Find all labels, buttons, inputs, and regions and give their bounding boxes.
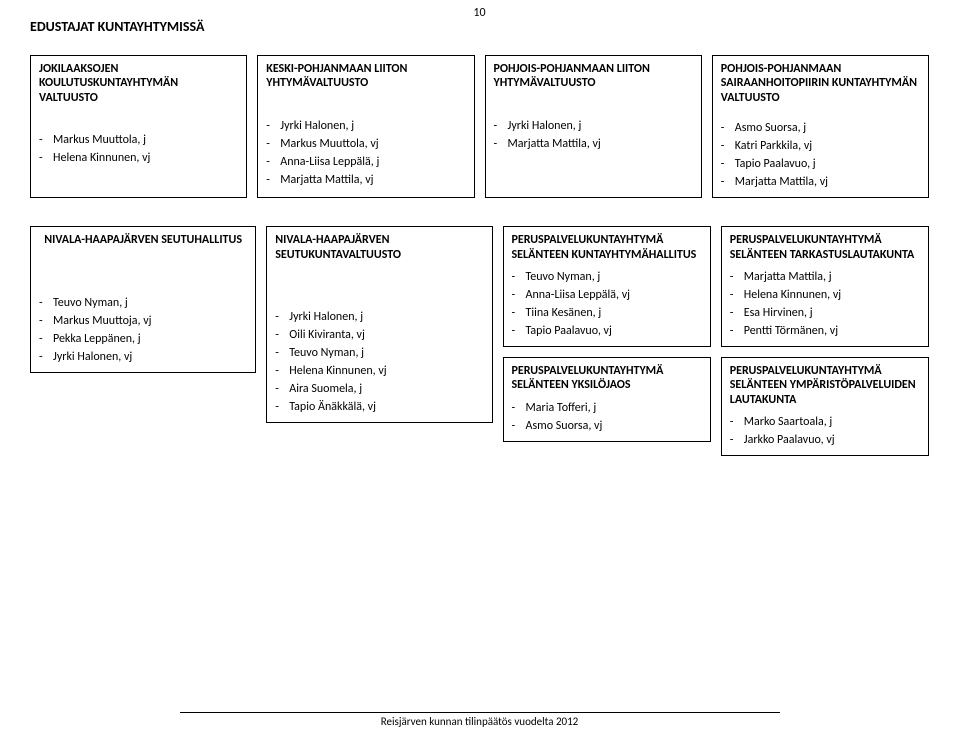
row1-cell-3: POHJOIS-POHJANMAAN SAIRAANHOITOPIIRIN KU… [712, 55, 929, 198]
list-item: -Pentti Törmänen, vj [730, 322, 920, 340]
list-item: -Helena Kinnunen, vj [275, 362, 483, 380]
list-item: -Teuvo Nyman, j [275, 344, 483, 362]
list-item: -Anna-Liisa Leppälä, vj [512, 286, 702, 304]
cell-list: -Jyrki Halonen, j -Oili Kiviranta, vj -T… [275, 308, 483, 416]
row2: NIVALA-HAAPAJÄRVEN SEUTUHALLITUS -Teuvo … [30, 226, 929, 456]
cell-header: PERUSPALVELUKUNTAYHTYMÄ SELÄNTEEN YKSILÖ… [512, 364, 702, 393]
row2-col3-top: PERUSPALVELUKUNTAYHTYMÄ SELÄNTEEN KUNTAY… [503, 226, 711, 347]
list-item: -Tapio Änäkkälä, vj [275, 398, 483, 416]
cell-header: NIVALA-HAAPAJÄRVEN SEUTUKUNTAVALTUUSTO [275, 233, 483, 262]
list-item: -Jyrki Halonen, j [275, 308, 483, 326]
list-item: -Jyrki Halonen, j [266, 117, 465, 135]
row2-col2: NIVALA-HAAPAJÄRVEN SEUTUKUNTAVALTUUSTO -… [266, 226, 492, 423]
cell-list: -Asmo Suorsa, j -Katri Parkkila, vj -Tap… [721, 119, 920, 191]
list-item: -Jyrki Halonen, vj [39, 348, 247, 366]
section-title: EDUSTAJAT KUNTAYHTYMISSÄ [30, 18, 929, 35]
row2-col4-bot: PERUSPALVELUKUNTAYHTYMÄ SELÄNTEEN YMPÄRI… [721, 357, 929, 456]
cell-list: -Markus Muuttola, j -Helena Kinnunen, vj [39, 131, 238, 167]
cell-list: -Teuvo Nyman, j -Markus Muuttoja, vj -Pe… [39, 294, 247, 366]
cell-list: -Teuvo Nyman, j -Anna-Liisa Leppälä, vj … [512, 268, 702, 340]
cell-header: PERUSPALVELUKUNTAYHTYMÄ SELÄNTEEN YMPÄRI… [730, 364, 920, 407]
row2-col3-bot: PERUSPALVELUKUNTAYHTYMÄ SELÄNTEEN YKSILÖ… [503, 357, 711, 442]
list-item: -Markus Muuttoja, vj [39, 312, 247, 330]
list-item: -Aira Suomela, j [275, 380, 483, 398]
cell-header: NIVALA-HAAPAJÄRVEN SEUTUHALLITUS [39, 233, 247, 247]
row1: JOKILAAKSOJEN KOULUTUSKUNTAYHTYMÄN VALTU… [30, 55, 929, 198]
row1-cell-2: POHJOIS-POHJANMAAN LIITON YHTYMÄVALTUUST… [485, 55, 702, 198]
row2-col3: PERUSPALVELUKUNTAYHTYMÄ SELÄNTEEN KUNTAY… [503, 226, 711, 442]
cell-header: JOKILAAKSOJEN KOULUTUSKUNTAYHTYMÄN VALTU… [39, 62, 238, 105]
row2-col1: NIVALA-HAAPAJÄRVEN SEUTUHALLITUS -Teuvo … [30, 226, 256, 372]
list-item: -Tapio Paalavuo, vj [512, 322, 702, 340]
list-item: -Anna-Liisa Leppälä, j [266, 153, 465, 171]
cell-header: KESKI-POHJANMAAN LIITON YHTYMÄVALTUUSTO [266, 62, 465, 91]
list-item: -Marjatta Mattila, j [730, 268, 920, 286]
cell-list: -Marko Saartoala, j -Jarkko Paalavuo, vj [730, 413, 920, 449]
row2-col4: PERUSPALVELUKUNTAYHTYMÄ SELÄNTEEN TARKAS… [721, 226, 929, 456]
list-item: -Tapio Paalavuo, j [721, 155, 920, 173]
cell-header: PERUSPALVELUKUNTAYHTYMÄ SELÄNTEEN TARKAS… [730, 233, 920, 262]
list-item: -Pekka Leppänen, j [39, 330, 247, 348]
list-item: -Esa Hirvinen, j [730, 304, 920, 322]
list-item: -Asmo Suorsa, vj [512, 417, 702, 435]
list-item: -Asmo Suorsa, j [721, 119, 920, 137]
list-item: -Markus Muuttola, j [39, 131, 238, 149]
cell-header: POHJOIS-POHJANMAAN LIITON YHTYMÄVALTUUST… [494, 62, 693, 91]
footer-text: Reisjärven kunnan tilinpäätös vuodelta 2… [381, 715, 579, 728]
list-item: -Marjatta Mattila, vj [266, 171, 465, 189]
list-item: -Helena Kinnunen, vj [730, 286, 920, 304]
cell-list: -Marjatta Mattila, j -Helena Kinnunen, v… [730, 268, 920, 340]
cell-header: POHJOIS-POHJANMAAN SAIRAANHOITOPIIRIN KU… [721, 62, 920, 105]
footer: Reisjärven kunnan tilinpäätös vuodelta 2… [180, 712, 780, 728]
list-item: -Jarkko Paalavuo, vj [730, 431, 920, 449]
list-item: -Oili Kiviranta, vj [275, 326, 483, 344]
cell-list: -Jyrki Halonen, j -Markus Muuttola, vj -… [266, 117, 465, 189]
page: 10 EDUSTAJAT KUNTAYHTYMISSÄ JOKILAAKSOJE… [0, 0, 959, 748]
list-item: -Marko Saartoala, j [730, 413, 920, 431]
list-item: -Marjatta Mattila, vj [721, 173, 920, 191]
list-item: -Marjatta Mattila, vj [494, 135, 693, 153]
row1-cell-1: KESKI-POHJANMAAN LIITON YHTYMÄVALTUUSTO … [257, 55, 474, 198]
list-item: -Teuvo Nyman, j [512, 268, 702, 286]
cell-header: PERUSPALVELUKUNTAYHTYMÄ SELÄNTEEN KUNTAY… [512, 233, 702, 262]
cell-list: -Jyrki Halonen, j -Marjatta Mattila, vj [494, 117, 693, 153]
row2-col4-top: PERUSPALVELUKUNTAYHTYMÄ SELÄNTEEN TARKAS… [721, 226, 929, 347]
cell-list: -Maria Tofferi, j -Asmo Suorsa, vj [512, 399, 702, 435]
list-item: -Maria Tofferi, j [512, 399, 702, 417]
list-item: -Teuvo Nyman, j [39, 294, 247, 312]
list-item: -Tiina Kesänen, j [512, 304, 702, 322]
page-number: 10 [473, 6, 485, 20]
list-item: -Jyrki Halonen, j [494, 117, 693, 135]
list-item: -Helena Kinnunen, vj [39, 149, 238, 167]
list-item: -Markus Muuttola, vj [266, 135, 465, 153]
list-item: -Katri Parkkila, vj [721, 137, 920, 155]
row1-cell-0: JOKILAAKSOJEN KOULUTUSKUNTAYHTYMÄN VALTU… [30, 55, 247, 198]
